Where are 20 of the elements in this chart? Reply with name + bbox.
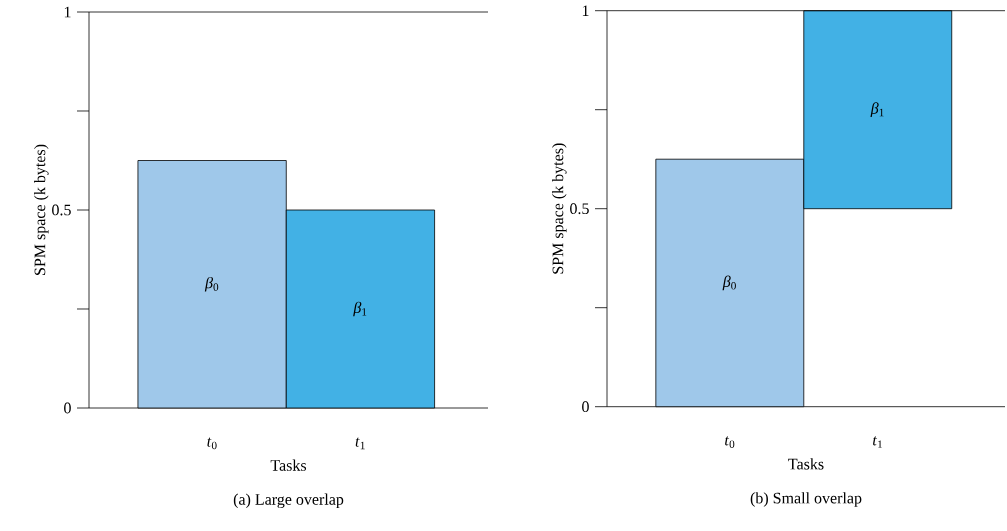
y-tick-label: 0.5 [52, 204, 71, 216]
annotation: β$_{0}$ [722, 275, 736, 291]
y-tick-label: 0 [64, 402, 71, 414]
y-tick-label: 1 [582, 5, 589, 16]
y-axis-title: SPM space (k bytes) [552, 143, 567, 274]
y-tick-label: 0 [582, 401, 589, 413]
x-axis-title: Tasks [270, 459, 307, 471]
x-tick-label: t$_{0}$ [207, 437, 217, 450]
text: (b) Small overlap [750, 492, 862, 507]
y-tick-label: 0.5 [570, 203, 589, 215]
x-tick-label: t$_{1}$ [355, 437, 365, 450]
y-tick-label: 1 [64, 6, 71, 18]
x-tick-label: t$_{1}$ [873, 436, 883, 448]
x-tick-label: t$_{0}$ [725, 436, 735, 448]
text: (a) Large overlap [233, 493, 344, 509]
y-axis-title: SPM space (k bytes) [34, 144, 49, 275]
annotation: β$_{1}$ [870, 102, 884, 118]
annotation: β$_{0}$ [204, 276, 219, 292]
annotation: β$_{1}$ [353, 301, 367, 317]
x-axis-title: Tasks [788, 458, 824, 470]
